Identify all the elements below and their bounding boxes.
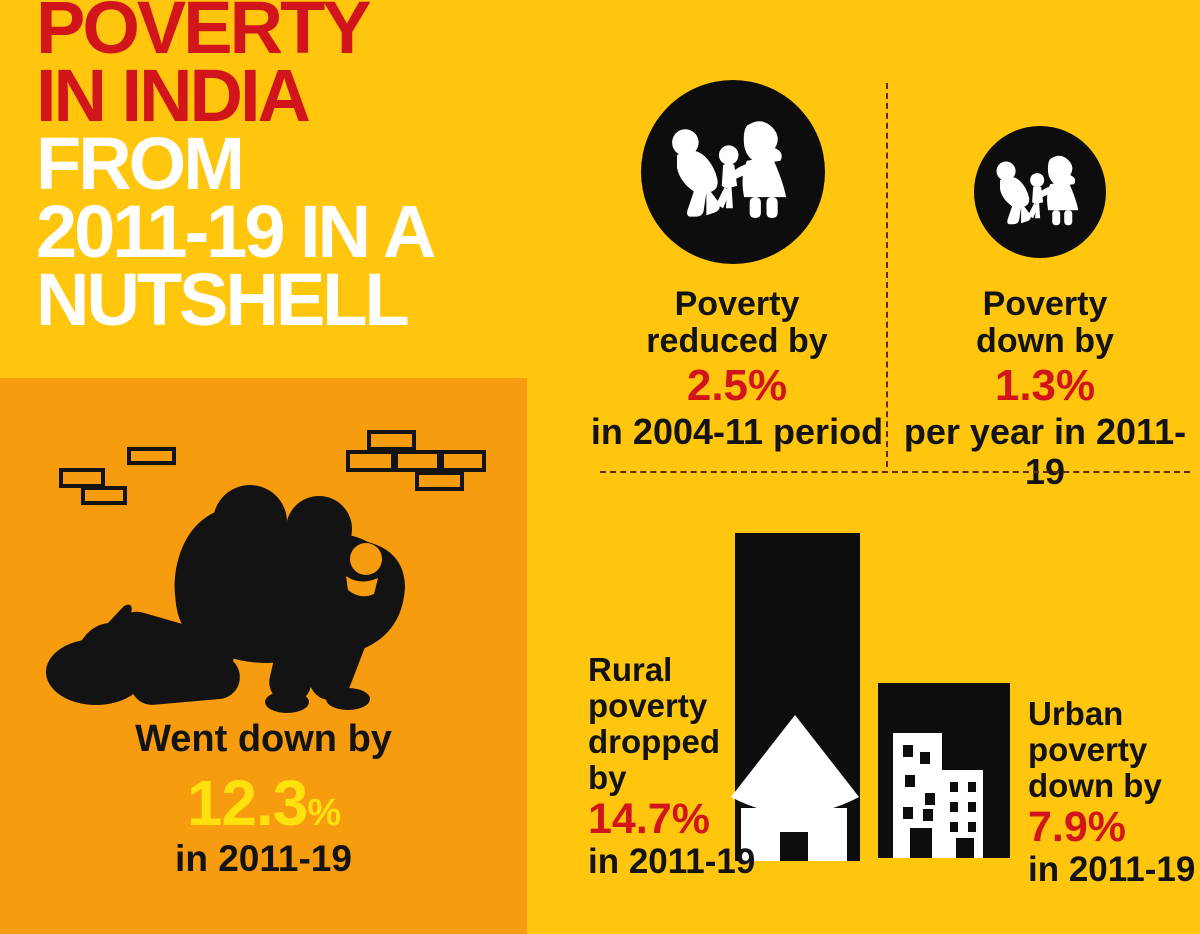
page-title: POVERTY IN INDIA FROM 2011-19 IN A NUTSH…: [36, 0, 436, 341]
hut-icon: [731, 715, 859, 861]
family-circle-large: [641, 80, 825, 264]
horizontal-dotted-divider: [600, 471, 1190, 473]
urban-value: 7.9%: [1028, 803, 1127, 851]
urban-label-line: down by: [1028, 767, 1162, 804]
title-line-5: NUTSHELL: [36, 258, 410, 341]
overall-heading: Went down by: [135, 718, 392, 760]
urban-label-block: Urban poverty down by 7.9% in 2011-19: [1028, 696, 1195, 890]
rural-value: 14.7%: [588, 795, 710, 843]
rural-bar: [731, 533, 860, 861]
family-icon: [990, 142, 1090, 242]
huddled-family-icon: [46, 485, 405, 713]
overall-poverty-panel: Went down by 12.3% in 2011-19: [0, 378, 527, 934]
rural-label-line: Rural: [588, 651, 673, 688]
family-circle-small: [974, 126, 1106, 258]
stat-label: Poverty: [674, 285, 800, 323]
family-icon: [663, 102, 803, 242]
rural-label-block: Rural poverty dropped by 14.7% in 2011-1…: [588, 652, 755, 882]
title-line-2: IN INDIA: [36, 54, 311, 137]
rural-label-line: poverty: [588, 687, 708, 724]
urban-period: in 2011-19: [1028, 850, 1196, 889]
title-line-1: POVERTY: [36, 0, 372, 69]
brick-icon: [81, 486, 127, 505]
overall-value-number: 12.3: [186, 767, 309, 839]
rural-label-line: by: [588, 759, 627, 796]
overall-value: 12.3%: [0, 766, 527, 840]
brick-icon: [415, 471, 464, 491]
brick-icon: [440, 450, 486, 472]
title-line-4: 2011-19 IN A: [36, 190, 436, 273]
stat-value: 1.3%: [994, 361, 1096, 410]
stat-period: per year in 2011-19: [903, 411, 1187, 492]
urban-bar: [878, 683, 1010, 858]
brick-icon: [394, 450, 441, 472]
stat-label: Poverty: [982, 285, 1108, 323]
stat-2004-11: Poverty reduced by 2.5% in 2004-11 perio…: [577, 286, 897, 452]
buildings-icon: [893, 733, 983, 858]
stat-per-year: Poverty down by 1.3% per year in 2011-19: [885, 286, 1200, 492]
title-line-3: FROM: [36, 122, 245, 205]
rural-label-line: dropped: [588, 723, 720, 760]
percent-sign: %: [307, 792, 341, 834]
urban-label-line: Urban: [1028, 695, 1124, 732]
brick-icon: [127, 447, 176, 465]
brick-icon: [367, 430, 416, 451]
brick-icon: [346, 450, 395, 472]
vertical-dotted-divider: [886, 83, 888, 467]
stat-label: reduced by: [646, 322, 828, 360]
stat-label: down by: [976, 322, 1114, 360]
urban-label-line: poverty: [1028, 731, 1148, 768]
rural-period: in 2011-19: [588, 842, 756, 881]
stat-value: 2.5%: [686, 361, 788, 410]
stat-period: in 2004-11 period: [590, 411, 884, 452]
overall-period: in 2011-19: [175, 838, 352, 879]
